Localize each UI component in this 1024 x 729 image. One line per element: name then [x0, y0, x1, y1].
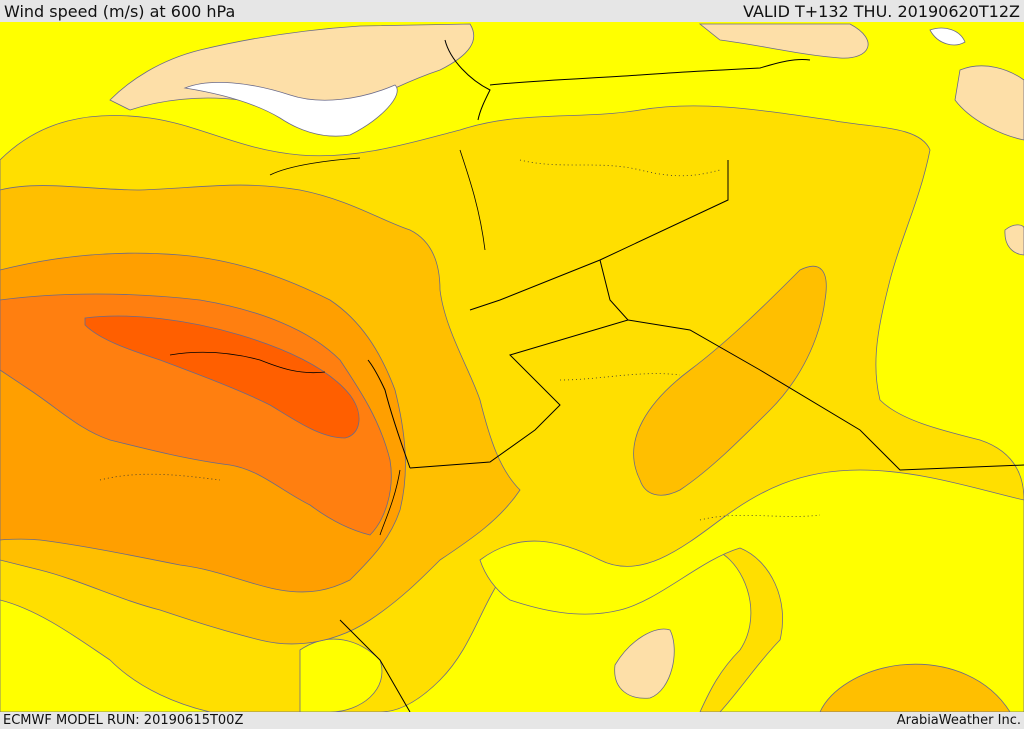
coastlines: [169, 149, 486, 536]
wind-band-light: [0, 599, 211, 712]
wind-band-very-light: [614, 628, 675, 699]
wind-band-light: [479, 469, 1024, 712]
credit: ArabiaWeather Inc.: [896, 713, 1021, 728]
wind-band-calm: [183, 82, 398, 137]
valid-time: VALID T+132 THU. 20190620T12Z: [743, 1, 1020, 21]
map-title: Wind speed (m/s) at 600 hPa: [4, 1, 236, 21]
wind-speed-map[interactable]: [0, 22, 1024, 712]
country-borders: [339, 39, 1024, 712]
wind-band-fresh: [633, 265, 827, 496]
internal-boundaries: [99, 159, 821, 521]
wind-band-max: [84, 315, 360, 439]
footer-bar: ECMWF MODEL RUN: 20190615T00Z ArabiaWeat…: [0, 712, 1024, 729]
model-run: ECMWF MODEL RUN: 20190615T00Z: [3, 713, 244, 728]
wind-band-fresh: [819, 663, 1011, 712]
wind-band-calm: [929, 27, 966, 46]
header-bar: Wind speed (m/s) at 600 hPa VALID T+132 …: [0, 0, 1024, 22]
wind-band-very-light: [1004, 224, 1024, 256]
wind-band-very-light: [698, 23, 869, 59]
wind-band-very-strong: [0, 293, 392, 536]
